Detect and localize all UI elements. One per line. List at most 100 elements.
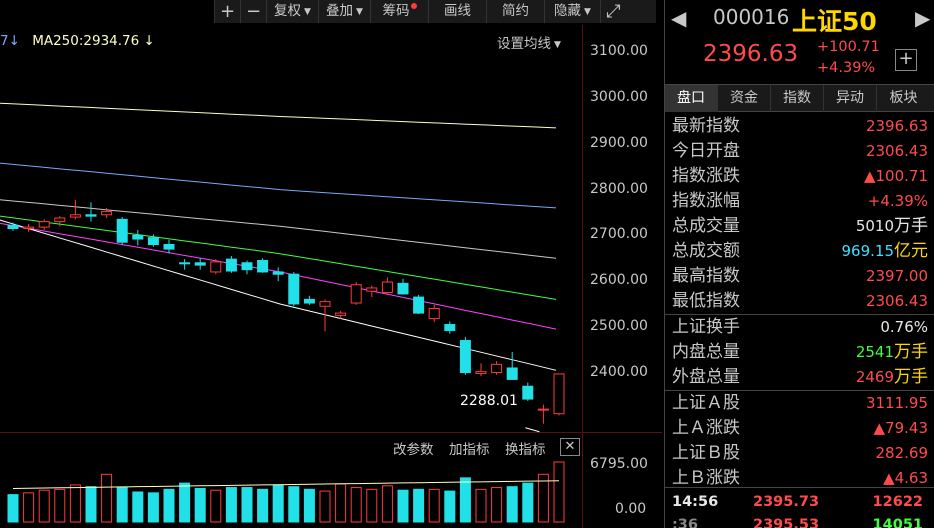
add-indicator-button[interactable]: 加指标 <box>449 442 490 458</box>
stat-row: 内盘总量 2541万手 <box>665 340 934 365</box>
index-code: 000016 <box>713 5 790 29</box>
volume-bar <box>85 486 97 523</box>
candle-body[interactable] <box>335 312 347 316</box>
tab-bankuai[interactable]: 板块 <box>889 90 918 106</box>
volume-bar <box>241 487 253 523</box>
candle-body[interactable] <box>413 296 425 314</box>
volume-bar <box>116 487 128 523</box>
candle-body[interactable] <box>272 271 284 275</box>
stat-label: 总成交额 <box>672 241 740 261</box>
stat-label: 上Ｂ涨跌 <box>672 468 740 488</box>
yincang-dropdown[interactable]: 隐藏 ▼ <box>544 0 600 23</box>
volume-bar <box>225 487 237 523</box>
stat-value: ▲4.63 <box>883 469 928 487</box>
stat-number: 2541 <box>855 343 894 361</box>
fuquan-dropdown[interactable]: 复权 ▼ <box>266 0 318 23</box>
candle-body[interactable] <box>288 273 300 305</box>
candle-body[interactable] <box>163 244 175 250</box>
candle-body[interactable] <box>459 340 471 374</box>
stat-unit: 万手 <box>894 342 928 362</box>
diejia-dropdown[interactable]: 叠加 ▼ <box>318 0 370 23</box>
candle-body[interactable] <box>475 371 487 374</box>
volume-bar <box>522 482 534 523</box>
candle-body[interactable] <box>319 301 331 307</box>
candle-body[interactable] <box>491 363 503 374</box>
stat-label: 总成交量 <box>672 216 740 236</box>
fullscreen-icon[interactable]: ⤢ <box>600 0 626 23</box>
candle-body[interactable] <box>147 237 159 246</box>
stat-value: ▲100.71 <box>863 167 928 185</box>
trade-volume: 12622 <box>872 494 923 510</box>
candle-body[interactable] <box>397 282 409 295</box>
candle-body[interactable] <box>7 224 19 229</box>
yincang-label: 隐藏 <box>554 3 582 19</box>
close-indicator-icon[interactable]: ✕ <box>560 438 580 456</box>
candle-body[interactable] <box>241 262 253 271</box>
panel-splitter-icon[interactable]: ▕ <box>656 430 666 444</box>
caret-down-icon: ▼ <box>554 40 561 50</box>
candle-body[interactable] <box>101 211 113 216</box>
price-tick-label: 2400.00 <box>590 363 648 380</box>
volume-bar <box>553 461 565 523</box>
candle-body[interactable] <box>85 214 97 217</box>
stat-row: 最新指数 2396.63 <box>665 114 934 139</box>
candle-body[interactable] <box>179 262 191 265</box>
candle-body[interactable] <box>444 324 456 331</box>
add-watchlist-button[interactable]: + <box>895 49 917 71</box>
index-name: 上证50 <box>792 7 877 36</box>
tab-yidong[interactable]: 异动 <box>824 85 877 112</box>
kline-chart[interactable] <box>0 0 582 528</box>
huaxian-button[interactable]: 画线 <box>428 0 486 23</box>
candle-body[interactable] <box>506 367 518 380</box>
price-tick-label: 3000.00 <box>590 89 648 106</box>
candle-body[interactable] <box>381 281 393 294</box>
ma-settings-dropdown[interactable]: 设置均线 ▼ <box>497 32 561 52</box>
swap-indicator-button[interactable]: 换指标 <box>505 442 546 458</box>
candle-body[interactable] <box>553 373 565 415</box>
candle-body[interactable] <box>303 298 315 304</box>
change-params-button[interactable]: 改参数 <box>393 442 434 458</box>
candle-body[interactable] <box>132 234 144 240</box>
candle-body[interactable] <box>537 408 549 411</box>
chouma-label: 筹码 <box>382 3 410 19</box>
prev-stock-icon[interactable]: ◀ <box>671 6 687 30</box>
tab-zijin[interactable]: 资金 <box>718 85 771 112</box>
ma-settings-label: 设置均线 <box>497 36 551 52</box>
tab-zhishu[interactable]: 指数 <box>771 85 824 112</box>
ma250-arrow-icon: ↓ <box>143 33 155 49</box>
candle-body[interactable] <box>350 284 362 304</box>
stat-label: 指数涨跌 <box>672 166 740 186</box>
stat-row: 总成交量 5010万手 <box>665 214 934 239</box>
volume-bar <box>491 487 503 523</box>
quote-panel: ◀ 000016 上证50 ▶ 2396.63 +100.71 +4.39% +… <box>664 0 934 528</box>
ma-line <box>0 162 557 209</box>
candle-body[interactable] <box>210 261 222 273</box>
volume-bar <box>444 490 456 523</box>
zoom-in-button[interactable]: + <box>214 0 240 23</box>
candle-body[interactable] <box>54 217 66 223</box>
stat-unit: 万手 <box>894 367 928 387</box>
candle-body[interactable] <box>23 226 35 229</box>
volume-bar <box>257 488 269 523</box>
candle-body[interactable] <box>257 260 269 273</box>
candle-body[interactable] <box>116 218 128 243</box>
zoom-out-button[interactable]: − <box>240 0 266 23</box>
volume-bar <box>381 485 393 523</box>
next-stock-icon[interactable]: ▶ <box>915 6 931 30</box>
candle-body[interactable] <box>428 308 440 320</box>
stat-value: 0.76% <box>880 318 928 336</box>
price-tick-label: 2600.00 <box>590 272 648 289</box>
candle-body[interactable] <box>366 287 378 292</box>
tab-pankou[interactable]: 盘口 <box>665 85 718 112</box>
candle-body[interactable] <box>38 221 50 228</box>
candle-body[interactable] <box>522 385 534 400</box>
candle-body[interactable] <box>194 262 206 266</box>
chouma-button[interactable]: 筹码 <box>370 0 428 23</box>
stat-value: 2306.43 <box>865 292 928 310</box>
diejia-label: 叠加 <box>326 3 354 19</box>
stat-number: 2469 <box>855 368 894 386</box>
candle-body[interactable] <box>225 258 237 272</box>
price-tick-label: 2700.00 <box>590 226 648 243</box>
candle-body[interactable] <box>69 214 81 218</box>
jianyue-button[interactable]: 简约 <box>486 0 544 23</box>
